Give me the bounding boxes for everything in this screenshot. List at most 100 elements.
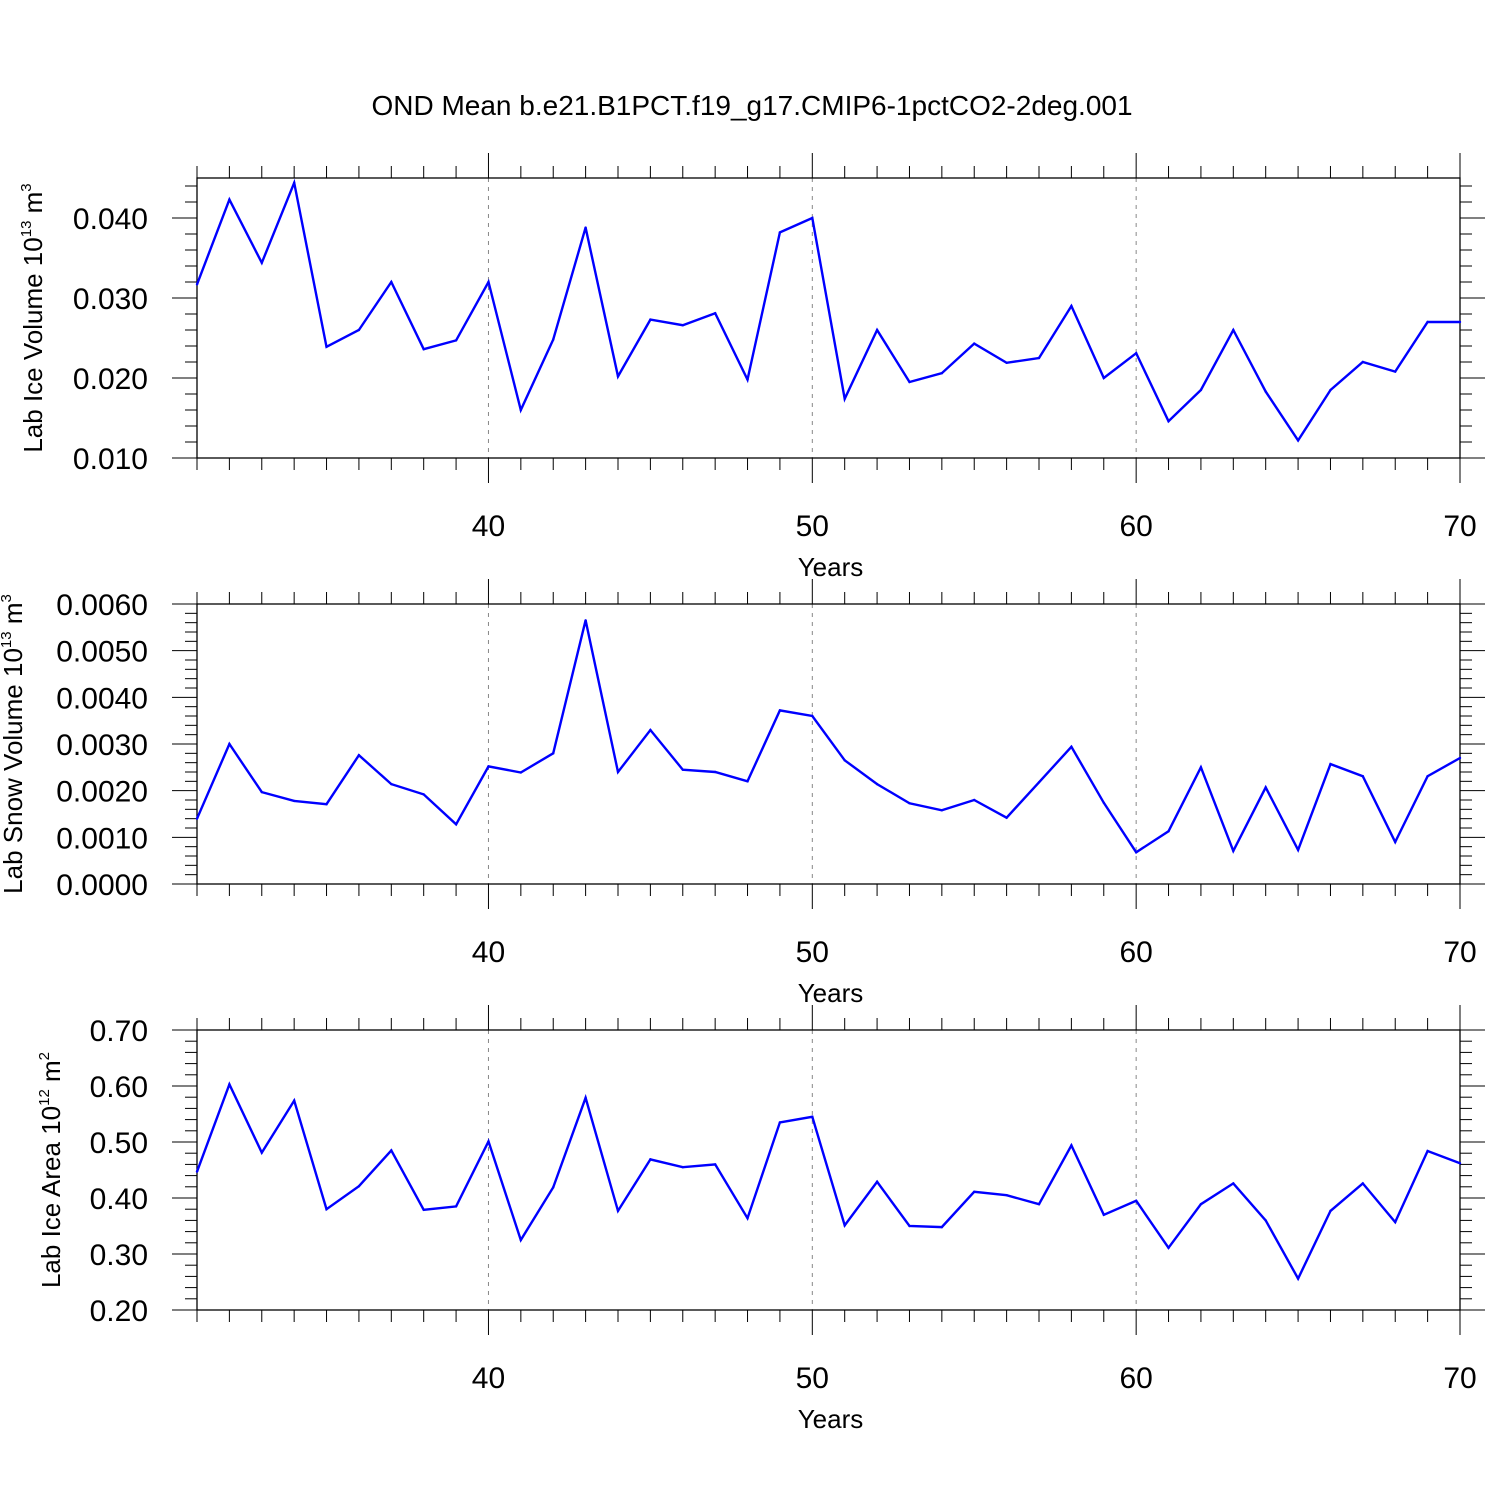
data-point bbox=[552, 1186, 555, 1189]
data-point bbox=[1134, 1199, 1138, 1203]
x-tick-label: 70 bbox=[1443, 1362, 1476, 1395]
data-point bbox=[422, 348, 425, 351]
data-point bbox=[357, 328, 361, 332]
data-point bbox=[357, 1185, 361, 1188]
y-tick-label: 0.0030 bbox=[56, 729, 148, 762]
data-point bbox=[292, 1099, 296, 1102]
data-point bbox=[1005, 816, 1008, 819]
data-point bbox=[584, 619, 587, 622]
y-axis-label: Lab Snow Volume 1013 m3 bbox=[0, 594, 28, 894]
data-point bbox=[940, 809, 944, 812]
data-point bbox=[1005, 361, 1008, 364]
data-point bbox=[1394, 840, 1397, 844]
x-tick-label: 70 bbox=[1443, 510, 1476, 543]
x-tick-label: 60 bbox=[1119, 510, 1152, 543]
x-tick-label: 50 bbox=[796, 936, 829, 969]
data-point bbox=[228, 198, 231, 201]
data-point bbox=[649, 318, 652, 321]
data-point bbox=[1264, 390, 1267, 393]
data-point bbox=[1005, 1194, 1008, 1197]
data-point bbox=[1329, 1209, 1332, 1213]
data-point bbox=[1167, 1246, 1170, 1250]
data-point bbox=[616, 1209, 620, 1213]
data-point bbox=[1329, 388, 1332, 392]
y-tick-label: 0.030 bbox=[73, 283, 148, 316]
data-point bbox=[228, 1083, 231, 1086]
data-point bbox=[1296, 439, 1300, 442]
data-point bbox=[940, 372, 944, 375]
data-point bbox=[325, 1208, 328, 1211]
data-point bbox=[973, 1190, 976, 1194]
y-tick-label: 0.0020 bbox=[56, 776, 148, 809]
data-point bbox=[778, 1121, 782, 1124]
figure-title: OND Mean b.e21.B1PCT.f19_g17.CMIP6-1pctC… bbox=[371, 90, 1132, 121]
data-point bbox=[1296, 1277, 1300, 1280]
x-tick-label: 60 bbox=[1119, 936, 1152, 969]
data-point bbox=[616, 770, 620, 774]
data-point bbox=[260, 261, 263, 264]
data-point bbox=[1134, 851, 1138, 854]
data-point bbox=[1361, 360, 1365, 364]
data-point bbox=[875, 1180, 879, 1183]
data-point bbox=[195, 283, 199, 286]
y-tick-label: 0.0050 bbox=[56, 636, 148, 669]
data-point bbox=[195, 1170, 199, 1173]
data-point bbox=[649, 1158, 652, 1161]
data-point bbox=[1070, 304, 1073, 308]
data-point bbox=[713, 1163, 717, 1166]
data-point bbox=[713, 770, 717, 774]
y-tick-label: 0.20 bbox=[90, 1295, 148, 1328]
data-point bbox=[519, 408, 523, 412]
data-point bbox=[1232, 328, 1235, 332]
y-tick-label: 0.0000 bbox=[56, 869, 148, 902]
data-point bbox=[195, 817, 199, 820]
data-point bbox=[843, 1224, 846, 1227]
data-point bbox=[390, 782, 393, 786]
data-point bbox=[487, 280, 490, 284]
y-tick-label: 0.50 bbox=[90, 1127, 148, 1160]
y-axis-label: Lab Ice Area 1012 m2 bbox=[36, 1052, 66, 1288]
data-point bbox=[1296, 848, 1300, 852]
data-point bbox=[519, 771, 523, 774]
data-point bbox=[811, 714, 814, 718]
data-point bbox=[260, 790, 263, 794]
data-point bbox=[487, 1140, 490, 1143]
data-point bbox=[1329, 762, 1332, 766]
data-point bbox=[875, 328, 879, 332]
data-point bbox=[422, 1208, 425, 1211]
data-point bbox=[1394, 370, 1397, 373]
data-point bbox=[1102, 376, 1105, 380]
data-point bbox=[228, 742, 231, 746]
plot-frame bbox=[196, 177, 1461, 459]
data-point bbox=[1102, 1213, 1105, 1217]
data-point bbox=[1102, 801, 1105, 804]
data-point bbox=[843, 759, 846, 762]
data-point bbox=[422, 793, 425, 796]
data-point bbox=[1167, 830, 1170, 833]
data-point bbox=[940, 1225, 944, 1229]
data-point bbox=[325, 803, 328, 806]
data-point bbox=[811, 1115, 814, 1119]
data-point bbox=[390, 1149, 393, 1152]
panel-snow-volume: 40 50 60 70 Years 0.0000 0.0010 0.0020 0.0030 0.0… bbox=[0, 579, 1485, 1008]
data-point bbox=[1426, 320, 1429, 324]
data-point bbox=[973, 342, 976, 345]
data-point bbox=[1361, 775, 1365, 778]
x-tick-label: 50 bbox=[796, 1362, 829, 1395]
data-point bbox=[260, 1151, 263, 1154]
data-point bbox=[908, 802, 911, 805]
data-point bbox=[454, 1205, 458, 1208]
data-point bbox=[1037, 356, 1041, 360]
data-point bbox=[1458, 1162, 1462, 1165]
data-point bbox=[325, 345, 328, 348]
data-point bbox=[746, 780, 749, 783]
data-point bbox=[746, 1216, 749, 1220]
data-point bbox=[713, 312, 717, 315]
data-point bbox=[616, 375, 620, 378]
data-point bbox=[1199, 766, 1203, 769]
data-point bbox=[1458, 756, 1462, 760]
data-point bbox=[908, 380, 911, 384]
data-point bbox=[1167, 420, 1170, 423]
data-point bbox=[584, 1096, 587, 1099]
